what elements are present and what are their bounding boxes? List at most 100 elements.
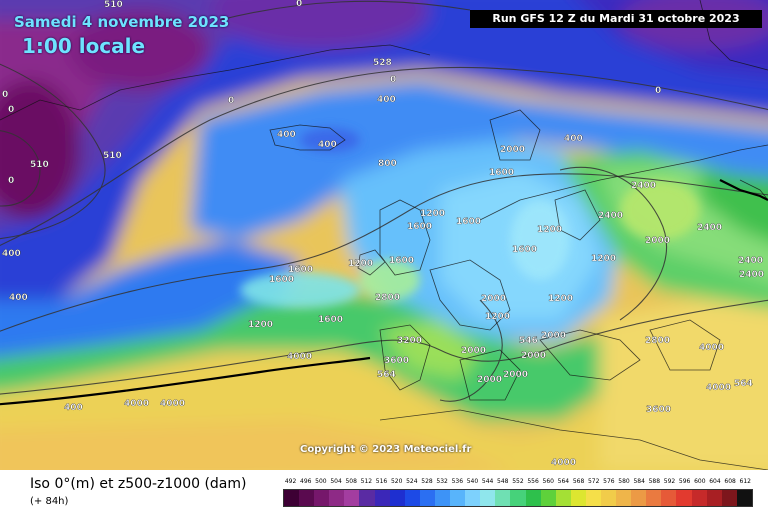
- weather-map: 510 510 510 528 546 564 564 0 0 0 0 0 0 …: [0, 0, 768, 470]
- legend-swatch: [631, 490, 647, 506]
- legend-swatch: [616, 490, 632, 506]
- iso0-label: 4000: [287, 352, 312, 362]
- legend-tick: 516: [375, 478, 388, 485]
- color-scale-legend: 492 496 500 504 508 512 516 520 524 528 532 536 540 5…: [283, 477, 753, 509]
- legend-swatch: [404, 490, 420, 506]
- iso0-label: 2400: [739, 270, 764, 280]
- legend-swatch: [585, 490, 601, 506]
- dam-labels: 510 510 510 528 546 564 564: [30, 0, 753, 389]
- iso0-label: 1200: [420, 209, 445, 219]
- legend-swatch: [510, 490, 526, 506]
- copyright-text: Copyright © 2023 Meteociel.fr: [300, 444, 472, 455]
- legend-tick: 548: [497, 478, 509, 485]
- iso0-label: 1600: [407, 222, 432, 232]
- iso0-label: 2000: [461, 346, 486, 356]
- iso0-label: 2800: [375, 293, 400, 303]
- iso0-label: 1200: [591, 254, 616, 264]
- legend-tick: 584: [633, 478, 645, 485]
- legend-swatch: [600, 490, 617, 506]
- legend-swatch: [721, 490, 737, 506]
- legend-swatch: [374, 490, 390, 506]
- legend-swatch: [284, 490, 300, 506]
- iso0-label: 4000: [124, 399, 149, 409]
- iso0-label: 2000: [500, 145, 525, 155]
- iso0-label: 0: [2, 90, 8, 100]
- iso0-label: 2000: [503, 370, 528, 380]
- iso0-labels: 0 0 0 0 0 0 0 400 400 400 400 400 400 40…: [2, 0, 764, 468]
- legend-swatches: [283, 489, 753, 507]
- legend-tick: 600: [694, 478, 706, 485]
- legend-tick: 572: [587, 478, 600, 485]
- dam-label: 564: [734, 379, 753, 389]
- iso0-label: 800: [378, 159, 397, 169]
- legend-swatch: [676, 490, 692, 506]
- legend-swatch: [480, 490, 496, 506]
- iso0-label: 0: [655, 86, 661, 96]
- legend-swatch: [736, 490, 752, 506]
- legend-swatch: [555, 490, 571, 506]
- detail-field: [240, 128, 700, 308]
- legend-swatch: [525, 490, 541, 506]
- legend-swatch: [299, 490, 315, 506]
- legend-swatch: [389, 490, 405, 506]
- legend-tick: 536: [451, 478, 464, 485]
- iso0-label: 1200: [248, 320, 273, 330]
- legend-tick: 604: [709, 478, 721, 485]
- legend-tick: 592: [663, 478, 676, 485]
- iso0-label: 3200: [397, 336, 422, 346]
- legend-swatch: [706, 490, 722, 506]
- legend-tick: 564: [557, 478, 570, 485]
- legend-tick: 504: [330, 478, 342, 485]
- iso0-label: 2400: [631, 181, 656, 191]
- legend-swatch: [495, 490, 511, 506]
- legend-tick: 612: [739, 478, 751, 485]
- legend-tick: 496: [300, 478, 312, 485]
- iso0-label: 1600: [489, 168, 514, 178]
- iso0-label: 1200: [348, 259, 373, 269]
- forecast-date-title: Samedi 4 novembre 2023: [14, 13, 230, 31]
- iso0-label: 2000: [541, 331, 566, 341]
- legend-swatch: [329, 490, 345, 506]
- legend-tick: 544: [481, 478, 494, 485]
- iso0-label: 1600: [512, 245, 537, 255]
- dam-label: 528: [373, 58, 392, 68]
- legend-tick: 560: [542, 478, 554, 485]
- iso0-label: 1200: [548, 294, 573, 304]
- iso0-label: 3600: [384, 356, 409, 366]
- color-field: [0, 0, 768, 470]
- thickness-contours: [0, 0, 768, 402]
- legend-panel: Iso 0°(m) et z500-z1000 (dam) (+ 84h) 49…: [0, 470, 768, 512]
- iso0-label: 0: [228, 96, 234, 106]
- iso0-field-map: 510 510 510 528 546 564 564 0 0 0 0 0 0 …: [0, 0, 768, 470]
- iso0-label: 2400: [697, 223, 722, 233]
- iso0-label: 400: [318, 140, 337, 150]
- iso0-label: 2800: [645, 336, 670, 346]
- iso0-label: 4000: [551, 458, 576, 468]
- legend-swatch: [661, 490, 677, 506]
- iso0-label: 1600: [318, 315, 343, 325]
- legend-swatch: [314, 490, 330, 506]
- iso0-label: 4000: [706, 383, 731, 393]
- iso0-label: 4000: [699, 343, 724, 353]
- legend-swatch: [344, 490, 360, 506]
- legend-tick: 596: [678, 478, 691, 485]
- iso0-label: 2000: [481, 294, 506, 304]
- legend-tick: 556: [527, 478, 539, 485]
- iso0-label: 400: [2, 249, 21, 259]
- dam-label: 510: [103, 151, 122, 161]
- legend-tick: 512: [360, 478, 373, 485]
- legend-tick: 524: [406, 478, 418, 485]
- legend-swatch: [646, 490, 662, 506]
- iso0-label: 0: [8, 176, 14, 186]
- dam-label: 564: [377, 370, 396, 380]
- legend-swatch: [465, 490, 481, 506]
- legend-swatch: [570, 490, 586, 506]
- variable-title: Iso 0°(m) et z500-z1000 (dam): [30, 476, 247, 492]
- iso0-label: 1200: [485, 312, 510, 322]
- iso0-label: 400: [9, 293, 28, 303]
- iso0-label: 1600: [288, 265, 313, 275]
- legend-tick: 568: [572, 478, 585, 485]
- coastlines: [0, 0, 768, 470]
- iso0-label: 1200: [537, 225, 562, 235]
- legend-tick: 576: [603, 478, 615, 485]
